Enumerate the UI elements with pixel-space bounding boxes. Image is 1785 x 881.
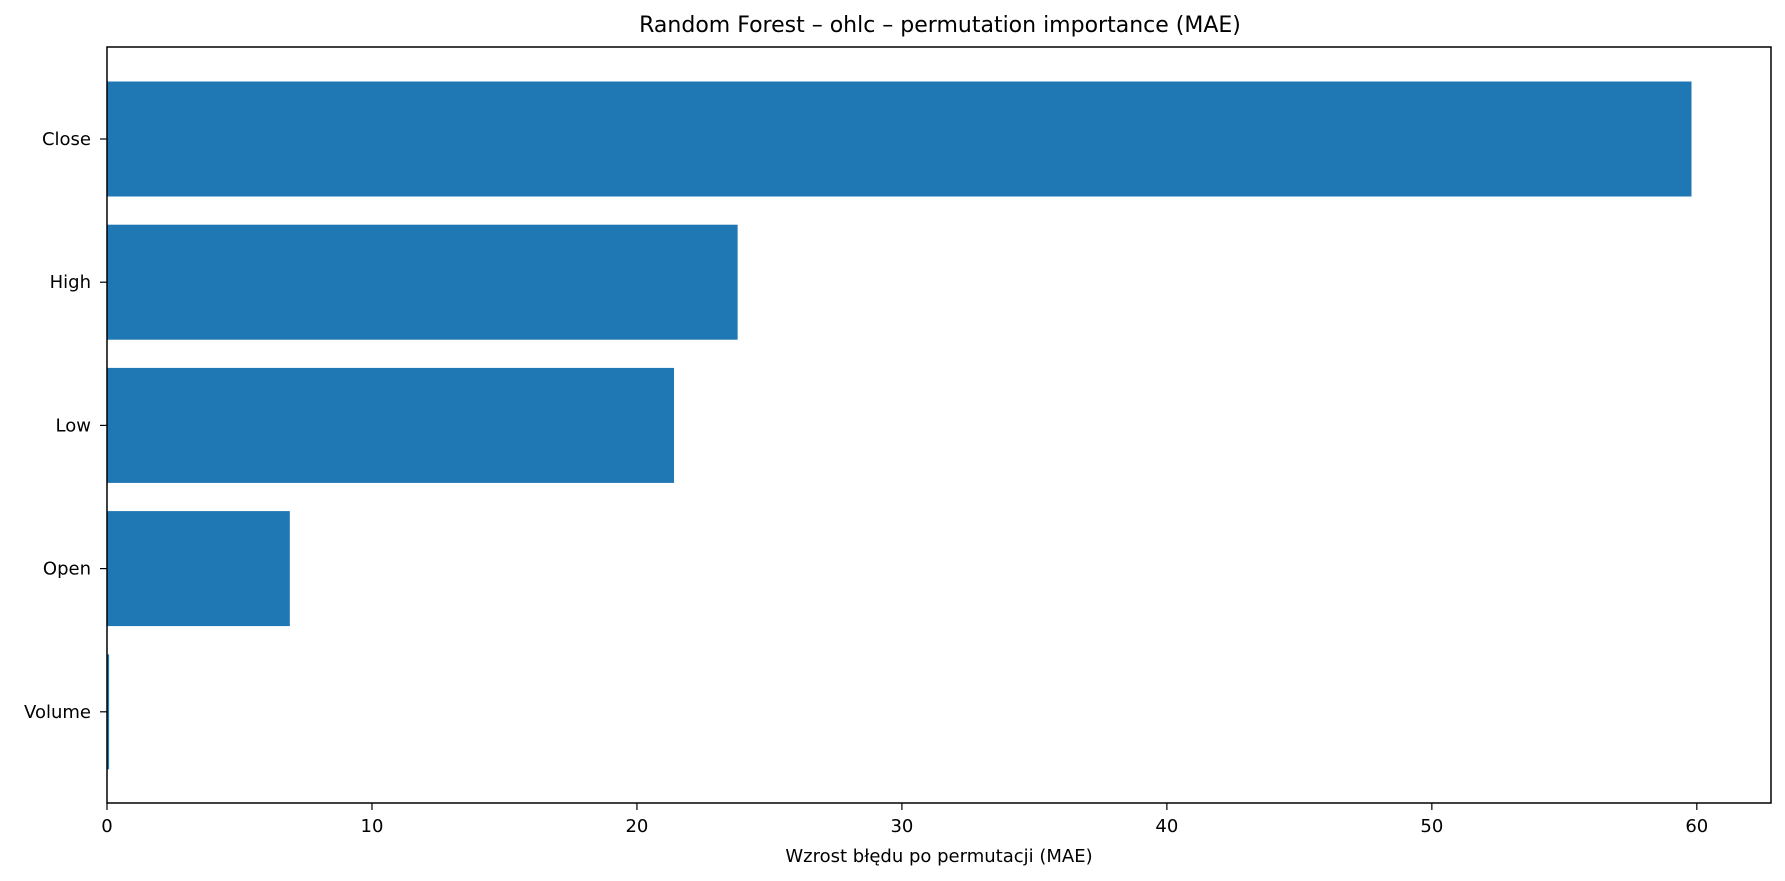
x-tick-label-50: 50 <box>1420 816 1443 837</box>
bar-low <box>107 367 675 483</box>
x-tick-label-40: 40 <box>1155 816 1178 837</box>
y-tick-label-high: High <box>50 272 91 293</box>
bar-open <box>107 511 290 627</box>
chart-title: Random Forest – ohlc – permutation impor… <box>639 13 1241 38</box>
y-tick-label-open: Open <box>43 559 91 580</box>
x-tick-label-60: 60 <box>1685 816 1708 837</box>
y-tick-label-close: Close <box>42 129 91 150</box>
x-tick-label-30: 30 <box>890 816 913 837</box>
x-tick-label-20: 20 <box>625 816 648 837</box>
y-tick-label-volume: Volume <box>24 702 91 723</box>
x-tick-label-10: 10 <box>361 816 384 837</box>
x-axis: 0 10 20 30 40 50 60 <box>101 803 1708 837</box>
bar-volume <box>107 654 110 770</box>
y-tick-label-low: Low <box>56 415 91 436</box>
y-axis: Close High Low Open Volume <box>24 129 107 723</box>
plot-frame <box>106 46 1772 804</box>
bars-group <box>107 81 1692 770</box>
bar-close <box>107 81 1692 197</box>
x-tick-label-0: 0 <box>101 816 112 837</box>
bar-high <box>107 224 738 340</box>
x-axis-label: Wzrost błędu po permutacji (MAE) <box>785 846 1092 867</box>
